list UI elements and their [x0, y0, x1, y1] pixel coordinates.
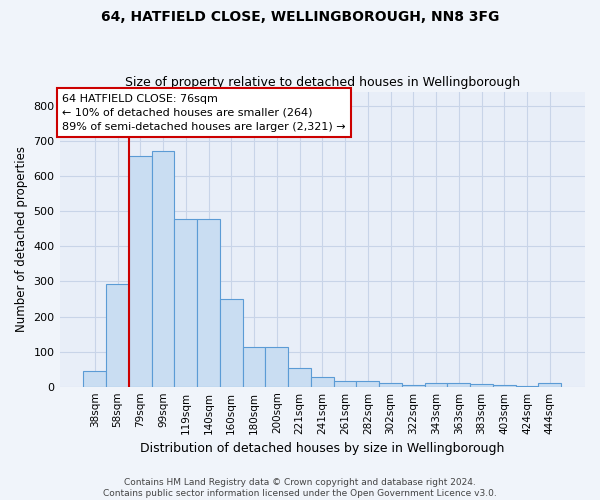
Bar [175, 218, 197, 386]
Bar [538, 383, 561, 386]
Bar [448, 383, 470, 386]
Bar [425, 383, 448, 386]
Bar [220, 300, 242, 386]
Bar [334, 381, 356, 386]
X-axis label: Distribution of detached houses by size in Wellingborough: Distribution of detached houses by size … [140, 442, 505, 455]
Bar [106, 284, 129, 386]
Y-axis label: Number of detached properties: Number of detached properties [15, 146, 28, 332]
Bar [470, 384, 493, 386]
Bar [129, 156, 152, 386]
Bar [265, 347, 288, 387]
Bar [402, 384, 425, 386]
Bar [197, 218, 220, 386]
Bar [288, 368, 311, 386]
Bar [242, 347, 265, 387]
Bar [356, 381, 379, 386]
Text: 64 HATFIELD CLOSE: 76sqm
← 10% of detached houses are smaller (264)
89% of semi-: 64 HATFIELD CLOSE: 76sqm ← 10% of detach… [62, 94, 346, 132]
Text: 64, HATFIELD CLOSE, WELLINGBOROUGH, NN8 3FG: 64, HATFIELD CLOSE, WELLINGBOROUGH, NN8 … [101, 10, 499, 24]
Bar [311, 377, 334, 386]
Bar [152, 151, 175, 386]
Title: Size of property relative to detached houses in Wellingborough: Size of property relative to detached ho… [125, 76, 520, 90]
Bar [83, 371, 106, 386]
Text: Contains HM Land Registry data © Crown copyright and database right 2024.
Contai: Contains HM Land Registry data © Crown c… [103, 478, 497, 498]
Bar [379, 383, 402, 386]
Bar [493, 385, 515, 386]
